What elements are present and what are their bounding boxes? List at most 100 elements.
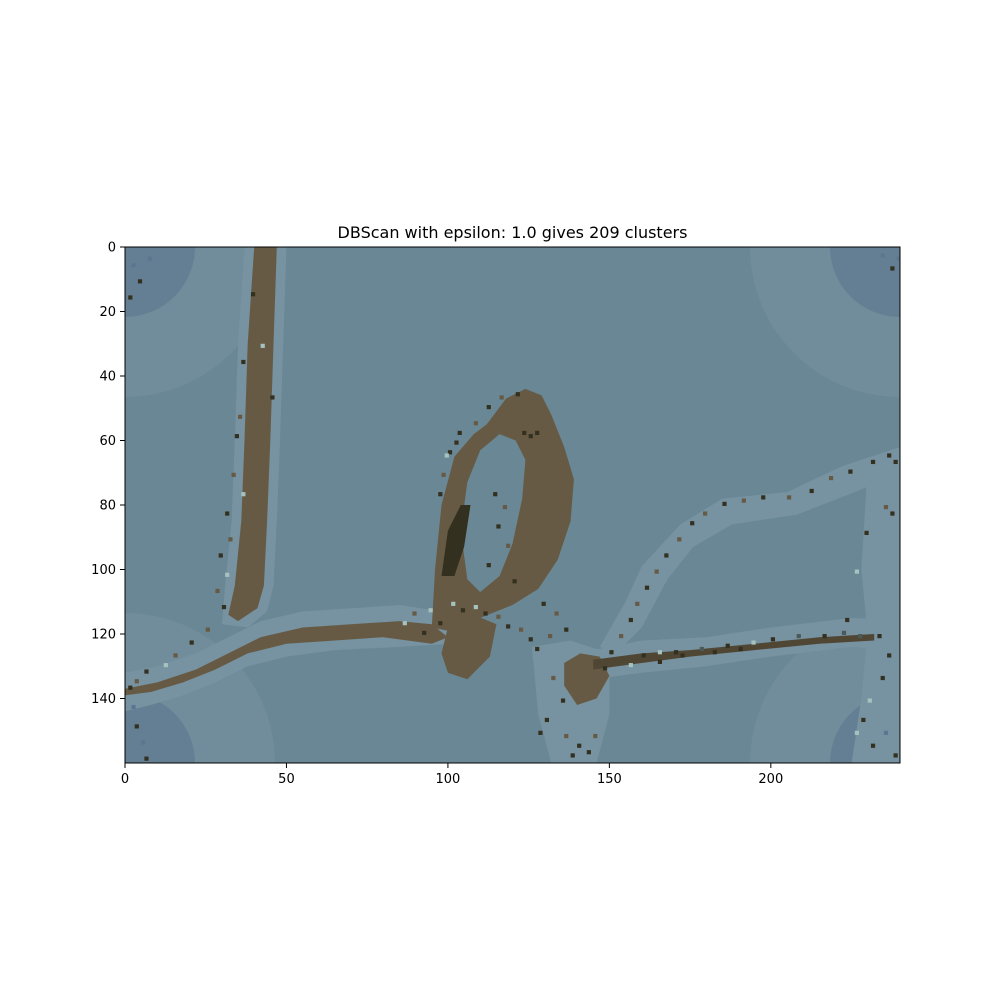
right-upper-branch-halo xyxy=(599,447,900,654)
cluster-pixel-115 xyxy=(896,256,900,261)
cluster-pixel-45 xyxy=(528,637,533,642)
edge-cluster-regions xyxy=(125,247,875,705)
cluster-pixel-4 xyxy=(241,359,246,365)
cluster-pixel-22 xyxy=(144,669,149,674)
cluster-pixel-48 xyxy=(486,405,491,410)
cluster-pixel-90 xyxy=(722,501,727,506)
cluster-pixel-106 xyxy=(877,634,882,639)
cluster-pixel-119 xyxy=(657,650,663,655)
cluster-pixel-39 xyxy=(460,608,466,613)
cluster-pixel-123 xyxy=(751,640,756,645)
cluster-pixel-107 xyxy=(887,653,892,658)
cluster-pixel-114 xyxy=(893,753,898,758)
cluster-pixel-61 xyxy=(522,430,527,436)
corner-outer-0 xyxy=(125,247,195,317)
cluster-pixel-95 xyxy=(828,475,834,481)
y-tick-label: 120 xyxy=(91,628,116,643)
y-tick-label: 140 xyxy=(91,692,116,707)
y-tick-label: 100 xyxy=(91,563,116,578)
cluster-pixel-98 xyxy=(887,453,892,458)
cluster-pixel-112 xyxy=(870,743,876,748)
cluster-pixel-109 xyxy=(867,698,872,703)
cluster-pixel-104 xyxy=(845,617,850,623)
cluster-pixel-42 xyxy=(496,614,501,619)
cluster-pixel-84 xyxy=(644,585,650,590)
cluster-pixel-8 xyxy=(234,434,239,439)
cluster-pixel-113 xyxy=(883,730,889,735)
y-tick-label: 40 xyxy=(99,370,116,385)
cluster-pixel-86 xyxy=(664,553,669,558)
cluster-pixel-72 xyxy=(560,698,566,703)
cluster-pixel-47 xyxy=(473,421,478,426)
cluster-pixel-53 xyxy=(438,492,443,497)
cluster-pixel-16 xyxy=(215,588,220,594)
cluster-pixel-74 xyxy=(538,730,543,735)
cluster-pixel-35 xyxy=(422,630,427,635)
right-branch xyxy=(593,634,875,670)
left-vertical-band xyxy=(228,247,277,622)
cluster-pixel-105 xyxy=(858,634,863,639)
cluster-pixel-38 xyxy=(451,601,456,606)
cluster-pixel-118 xyxy=(641,653,646,658)
cluster-pixel-67 xyxy=(554,611,559,616)
cluster-pixel-83 xyxy=(635,601,640,606)
cluster-pixel-94 xyxy=(809,488,814,494)
x-tick-label: 100 xyxy=(436,772,461,787)
cluster-pixel-62 xyxy=(528,434,533,439)
cluster-pixel-31 xyxy=(147,256,152,261)
cluster-pixel-130 xyxy=(712,650,717,655)
cluster-pixel-65 xyxy=(525,588,530,594)
cluster-pixel-10 xyxy=(231,472,236,477)
cluster-pixel-111 xyxy=(854,730,859,735)
cluster-pixel-11 xyxy=(241,492,246,497)
cluster-pixel-75 xyxy=(564,733,569,739)
cluster-pixel-6 xyxy=(270,395,275,400)
cluster-pixel-2 xyxy=(267,317,272,323)
cluster-pixel-26 xyxy=(134,724,139,729)
cluster-pixel-9 xyxy=(250,453,256,458)
cluster-pixel-36 xyxy=(428,608,433,613)
cluster-pixel-28 xyxy=(144,756,149,761)
cluster-pixel-17 xyxy=(221,604,227,610)
cluster-pixel-24 xyxy=(128,685,133,690)
cluster-pixel-5 xyxy=(254,376,259,381)
cluster-pixel-40 xyxy=(473,604,478,610)
cluster-pixel-44 xyxy=(518,627,524,632)
cluster-pixel-60 xyxy=(486,563,491,568)
cluster-pixel-126 xyxy=(822,634,827,639)
cluster-pixel-59 xyxy=(506,543,511,548)
center-blob-lower xyxy=(441,614,497,680)
cluster-pixel-29 xyxy=(131,263,136,268)
cluster-pixel-102 xyxy=(864,530,869,535)
cluster-pixel-120 xyxy=(673,650,679,655)
cluster-pixel-23 xyxy=(134,679,139,684)
cluster-pixel-80 xyxy=(609,650,614,655)
cluster-pixel-27 xyxy=(141,740,146,745)
cluster-pixel-0 xyxy=(257,263,262,268)
cluster-pixel-77 xyxy=(593,733,598,739)
cluster-pixel-13 xyxy=(228,537,233,542)
cluster-pixel-73 xyxy=(544,717,549,723)
cluster-pixel-37 xyxy=(438,621,443,626)
center-dark-left xyxy=(441,505,471,576)
y-axis: 0 20 40 60 80 100 120 140 xyxy=(91,241,125,707)
cluster-pixel-51 xyxy=(447,450,453,455)
y-tick-label: 0 xyxy=(108,241,116,256)
x-tick-label: 150 xyxy=(597,772,622,787)
cluster-pixel-3 xyxy=(260,343,265,348)
cluster-pixel-34 xyxy=(412,611,417,616)
cluster-pixel-43 xyxy=(506,624,511,629)
cluster-pixel-100 xyxy=(883,505,889,510)
cluster-pixel-125 xyxy=(796,634,801,639)
cluster-pixel-33 xyxy=(402,621,407,626)
cluster-pixel-121 xyxy=(699,646,704,652)
cluster-pixel-93 xyxy=(786,495,792,500)
cluster-pixel-14 xyxy=(218,553,223,558)
cluster-pixel-103 xyxy=(854,569,859,574)
cluster-pixel-97 xyxy=(870,459,876,465)
right-vertical-halo xyxy=(851,453,900,763)
cluster-pixel-91 xyxy=(741,498,746,503)
cluster-pixel-41 xyxy=(483,611,488,616)
cluster-pixel-66 xyxy=(541,601,546,606)
